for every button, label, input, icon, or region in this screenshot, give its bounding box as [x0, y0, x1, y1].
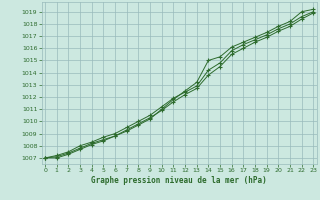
X-axis label: Graphe pression niveau de la mer (hPa): Graphe pression niveau de la mer (hPa) [91, 176, 267, 185]
